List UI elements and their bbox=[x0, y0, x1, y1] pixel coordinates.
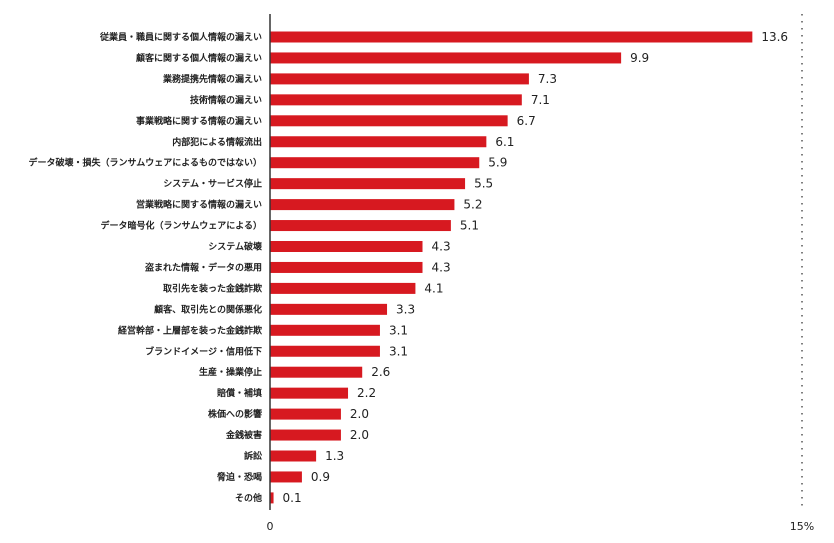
value-label-14: 3.1 bbox=[389, 323, 408, 337]
bar-11 bbox=[270, 261, 423, 273]
value-label-19: 2.0 bbox=[350, 428, 369, 442]
category-label-11: 盗まれた情報・データの悪用 bbox=[145, 261, 262, 273]
value-label-0: 13.6 bbox=[761, 30, 788, 44]
bar-14 bbox=[270, 324, 380, 336]
bar-12 bbox=[270, 282, 416, 294]
category-label-20: 訴訟 bbox=[244, 450, 263, 462]
bar-4 bbox=[270, 115, 508, 127]
category-label-0: 従業員・職員に関する個人情報の漏えい bbox=[99, 31, 262, 43]
value-label-18: 2.0 bbox=[350, 407, 369, 421]
category-label-4: 事業戦略に関する情報の漏えい bbox=[136, 115, 262, 127]
bar-0 bbox=[270, 31, 753, 43]
category-labels-group: 従業員・職員に関する個人情報の漏えい顧客に関する個人情報の漏えい業務提携先情報の… bbox=[28, 31, 263, 504]
category-label-3: 技術情報の漏えい bbox=[190, 94, 262, 106]
value-label-8: 5.2 bbox=[463, 198, 482, 212]
category-label-1: 顧客に関する個人情報の漏えい bbox=[136, 52, 262, 64]
bar-21 bbox=[270, 471, 302, 483]
value-label-13: 3.3 bbox=[396, 302, 415, 316]
value-label-21: 0.9 bbox=[311, 470, 330, 484]
value-label-15: 3.1 bbox=[389, 344, 408, 358]
category-label-19: 金銭被害 bbox=[225, 429, 262, 441]
category-label-22: その他 bbox=[235, 492, 262, 504]
value-label-11: 4.3 bbox=[432, 260, 451, 274]
bar-10 bbox=[270, 241, 423, 252]
x-axis-min-label: 0 bbox=[267, 520, 274, 533]
value-label-10: 4.3 bbox=[432, 240, 451, 254]
value-label-20: 1.3 bbox=[325, 449, 344, 463]
category-label-13: 顧客、取引先との関係悪化 bbox=[154, 303, 262, 315]
category-label-8: 営業戦略に関する情報の漏えい bbox=[136, 199, 262, 211]
value-labels-group: 13.6 9.9 7.3 7.1 6.76.1 5.9 5.5 5.2 5.1 4.3 4.3 4.1… bbox=[283, 30, 789, 505]
category-label-9: データ暗号化（ランサムウェアによる） bbox=[100, 220, 262, 232]
bars-group bbox=[270, 31, 753, 504]
value-label-1: 9.9 bbox=[630, 51, 649, 65]
value-label-5: 6.1 bbox=[495, 135, 514, 149]
bar-20 bbox=[270, 450, 317, 462]
bar-9 bbox=[270, 220, 451, 232]
bar-7 bbox=[270, 178, 466, 190]
value-label-4: 6.7 bbox=[517, 114, 536, 128]
bar-3 bbox=[270, 94, 522, 106]
bar-19 bbox=[270, 429, 341, 441]
bar-13 bbox=[270, 303, 388, 315]
bar-2 bbox=[270, 73, 529, 85]
bar-6 bbox=[270, 157, 480, 169]
value-label-9: 5.1 bbox=[460, 219, 479, 233]
category-label-21: 脅迫・恐喝 bbox=[216, 471, 262, 483]
bar-15 bbox=[270, 345, 380, 357]
category-label-15: ブランドイメージ・信用低下 bbox=[145, 345, 262, 357]
bar-18 bbox=[270, 408, 341, 420]
value-label-6: 5.9 bbox=[488, 156, 507, 170]
category-label-7: システム・サービス停止 bbox=[163, 178, 262, 190]
bar-17 bbox=[270, 387, 349, 399]
category-label-5: 内部犯による情報流出 bbox=[172, 136, 262, 148]
value-label-17: 2.2 bbox=[357, 386, 376, 400]
value-label-3: 7.1 bbox=[531, 93, 550, 107]
value-label-12: 4.1 bbox=[424, 281, 443, 295]
value-label-2: 7.3 bbox=[538, 72, 557, 86]
bar-16 bbox=[270, 366, 363, 378]
category-label-18: 株価への影響 bbox=[208, 408, 262, 420]
category-label-16: 生産・操業停止 bbox=[199, 366, 262, 378]
category-label-2: 業務提携先情報の漏えい bbox=[162, 73, 262, 85]
category-label-17: 賠償・補填 bbox=[217, 387, 262, 399]
value-label-7: 5.5 bbox=[474, 177, 493, 191]
bar-1 bbox=[270, 52, 622, 64]
bar-22 bbox=[270, 492, 274, 504]
category-label-12: 取引先を装った金銭詐欺 bbox=[163, 282, 262, 294]
value-label-16: 2.6 bbox=[371, 365, 390, 379]
value-label-22: 0.1 bbox=[283, 491, 302, 505]
bar-5 bbox=[270, 136, 487, 148]
category-label-10: システム破壊 bbox=[208, 241, 263, 253]
category-label-14: 経営幹部・上層部を装った金銭詐欺 bbox=[118, 324, 262, 336]
bar-8 bbox=[270, 199, 455, 211]
x-axis-max-label: 15% bbox=[790, 520, 814, 533]
category-label-6: データ破壊・損失（ランサムウェアによるものではない） bbox=[28, 157, 262, 169]
